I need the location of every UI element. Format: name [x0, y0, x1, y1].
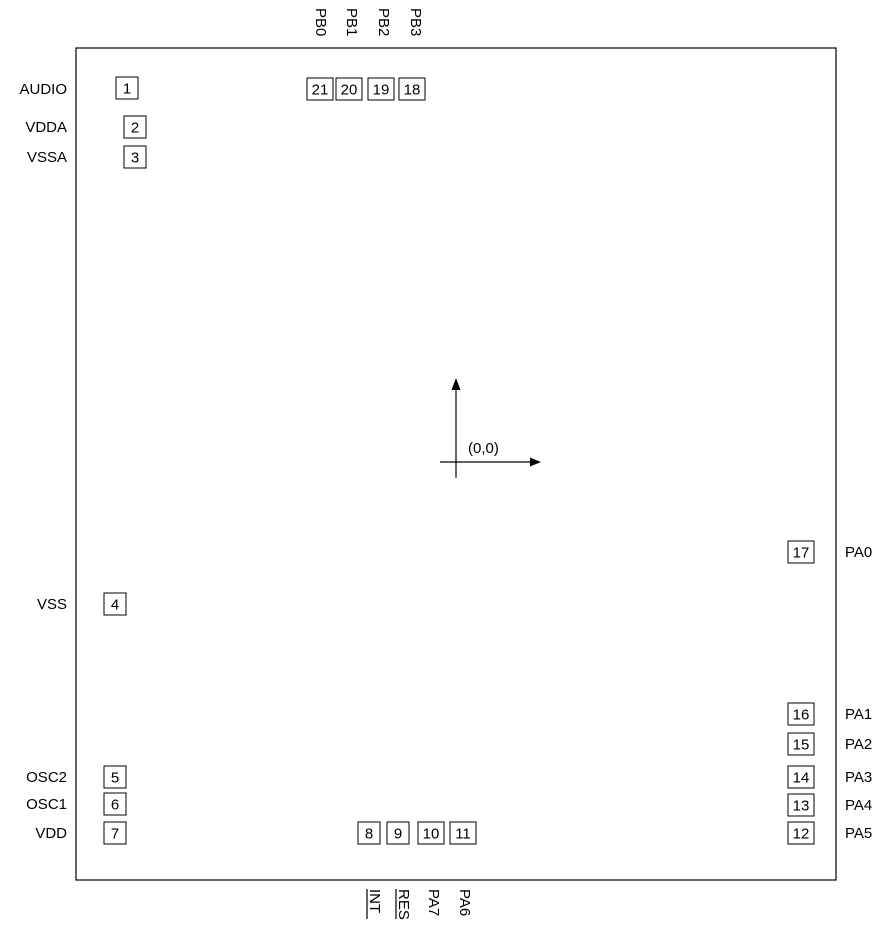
pad-13: 13 PA4: [787, 793, 872, 817]
pad-label: OSC2: [26, 769, 67, 786]
pad-number: 10: [423, 826, 440, 843]
pad-box: [103, 592, 127, 616]
pad-label: VDDA: [25, 119, 67, 136]
pad-label: RES: [395, 889, 412, 920]
pad-label: VDD: [35, 825, 67, 842]
pad-1: 1 AUDIO: [19, 76, 139, 100]
pad-12: 12 PA5: [787, 821, 872, 845]
pad-box: [386, 821, 410, 845]
pad-label: PA0: [845, 544, 872, 561]
pad-18: 18 PB3: [398, 8, 426, 101]
origin-axes: (0,0): [440, 378, 541, 478]
pad-number: 21: [312, 82, 329, 99]
pad-number: 1: [123, 81, 131, 98]
pad-box: [123, 145, 147, 169]
pad-box: [449, 821, 477, 845]
pad-number: 9: [394, 826, 402, 843]
pads-group: 1 AUDIO 2 VDDA 3 VSSA 4 VSS 5 OSC2 6 OSC1 7 VDD 8 INT 9 R…: [19, 8, 872, 920]
pad-box: [103, 792, 127, 816]
pad-box: [335, 77, 363, 101]
pad-box: [417, 821, 445, 845]
pad-14: 14 PA3: [787, 765, 872, 789]
pad-box: [787, 540, 815, 564]
pad-number: 17: [793, 545, 810, 562]
die-outline: [75, 47, 837, 881]
pad-number: 19: [373, 82, 390, 99]
pad-label: PB3: [407, 8, 424, 36]
pad-2: 2 VDDA: [25, 115, 147, 139]
pad-box: [103, 821, 127, 845]
pad-label: OSC1: [26, 796, 67, 813]
pad-number: 16: [793, 707, 810, 724]
pad-number: 4: [111, 597, 119, 614]
pad-8: 8 INT: [357, 821, 383, 919]
pad-box: [787, 821, 815, 845]
pad-label: PB1: [343, 8, 360, 36]
pad-label: PA2: [845, 736, 872, 753]
pad-3: 3 VSSA: [27, 145, 147, 169]
pad-number: 6: [111, 797, 119, 814]
pad-label: PA4: [845, 797, 872, 814]
pad-10: 10 PA7: [417, 821, 445, 916]
pad-number: 7: [111, 826, 119, 843]
pad-label: PA5: [845, 825, 872, 842]
pad-label: PB2: [375, 8, 392, 36]
pad-16: 16 PA1: [787, 702, 872, 726]
pad-label: AUDIO: [19, 81, 67, 98]
pad-box: [367, 77, 395, 101]
pad-label: PA6: [456, 889, 473, 916]
pad-box: [103, 765, 127, 789]
pad-number: 8: [365, 826, 373, 843]
pad-number: 13: [793, 798, 810, 815]
pad-label: PA3: [845, 769, 872, 786]
pad-11: 11 PA6: [449, 821, 477, 916]
pad-box: [787, 793, 815, 817]
pad-number: 18: [404, 82, 421, 99]
x-axis-arrowhead: [530, 457, 541, 467]
pad-box: [787, 765, 815, 789]
pad-number: 3: [131, 150, 139, 167]
pad-box: [123, 115, 147, 139]
pad-21: 21 PB0: [306, 8, 334, 101]
pad-9: 9 RES: [386, 821, 412, 920]
pad-number: 5: [111, 770, 119, 787]
pad-6: 6 OSC1: [26, 792, 127, 816]
pad-number: 12: [793, 826, 810, 843]
pad-label: VSSA: [27, 149, 67, 166]
pad-17: 17 PA0: [787, 540, 872, 564]
pad-box: [357, 821, 381, 845]
y-axis-arrowhead: [451, 378, 461, 390]
pad-box: [115, 76, 139, 100]
pad-label: PB0: [312, 8, 329, 36]
pad-5: 5 OSC2: [26, 765, 127, 789]
pad-label: PA1: [845, 706, 872, 723]
pad-box: [787, 702, 815, 726]
pad-box: [787, 732, 815, 756]
pad-number: 15: [793, 737, 810, 754]
origin-label: (0,0): [468, 440, 499, 457]
pad-number: 14: [793, 770, 810, 787]
pad-label: INT: [366, 889, 383, 913]
pad-label: PA7: [425, 889, 442, 916]
pad-number: 11: [455, 826, 471, 843]
pad-19: 19 PB2: [367, 8, 395, 101]
pad-label: VSS: [37, 596, 67, 613]
pad-7: 7 VDD: [35, 821, 127, 845]
pad-15: 15 PA2: [787, 732, 872, 756]
pad-4: 4 VSS: [37, 592, 127, 616]
pad-box: [398, 77, 426, 101]
pad-number: 20: [341, 82, 358, 99]
pad-20: 20 PB1: [335, 8, 363, 101]
pad-number: 2: [131, 120, 139, 137]
pad-box: [306, 77, 334, 101]
